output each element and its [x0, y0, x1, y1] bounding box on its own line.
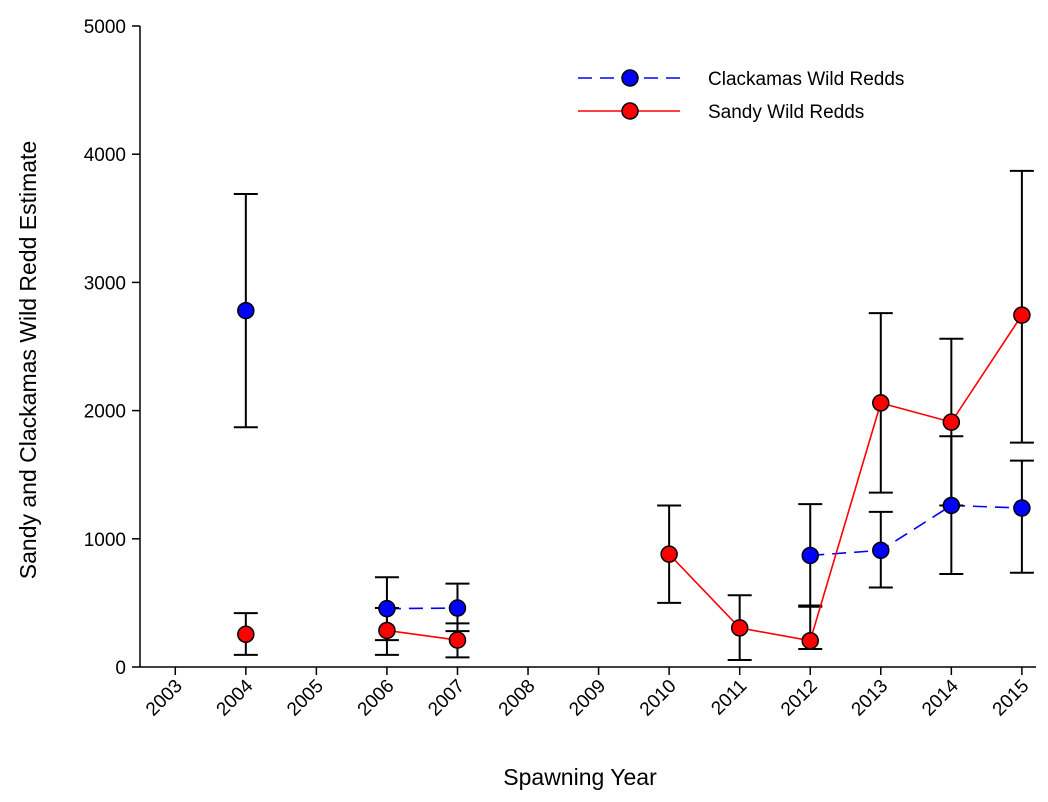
x-tick-label: 2003	[142, 676, 187, 721]
y-tick-label: 1000	[84, 530, 126, 551]
point	[872, 541, 890, 560]
series-line	[386, 314, 1023, 642]
legend-marker	[621, 69, 639, 87]
x-tick-label: 2015	[989, 676, 1034, 721]
x-tick-label: 2008	[495, 676, 540, 721]
x-axis-title: Spawning Year	[503, 764, 657, 790]
x-tick-label: 2013	[848, 676, 893, 721]
x-tick-label: 2012	[777, 676, 822, 721]
point	[378, 621, 396, 640]
x-tick-label: 2007	[424, 676, 469, 721]
x-tick-label: 2011	[707, 676, 751, 720]
point	[448, 599, 467, 617]
point	[801, 546, 819, 565]
point	[378, 599, 396, 618]
x-tick-label: 2004	[213, 675, 258, 720]
point	[730, 619, 749, 637]
x-tick-label: 2010	[636, 676, 681, 721]
point	[448, 631, 467, 649]
point	[942, 413, 961, 431]
point	[942, 496, 961, 515]
x-tick-label: 2006	[354, 676, 399, 721]
x-tick-label: 2005	[283, 676, 328, 721]
point	[237, 625, 255, 644]
point	[237, 301, 255, 320]
y-tick-label: 0	[115, 658, 126, 679]
point	[1013, 306, 1031, 324]
point	[801, 631, 819, 650]
legend-label: Sandy Wild Redds	[708, 102, 864, 123]
x-tick-label: 2009	[565, 676, 610, 721]
y-tick-label: 4000	[84, 145, 126, 166]
point	[660, 545, 678, 563]
point	[1013, 499, 1031, 517]
series-line	[386, 504, 1022, 610]
y-axis-title: Sandy and Clackamas Wild Redd Estimate	[15, 141, 41, 579]
point	[872, 394, 890, 412]
legend-label: Clackamas Wild Redds	[708, 69, 904, 90]
y-tick-label: 3000	[84, 273, 126, 294]
y-tick-label: 2000	[84, 402, 126, 423]
legend-marker	[621, 102, 639, 120]
x-tick-label: 2014	[918, 675, 963, 720]
y-tick-label: 5000	[84, 17, 126, 38]
